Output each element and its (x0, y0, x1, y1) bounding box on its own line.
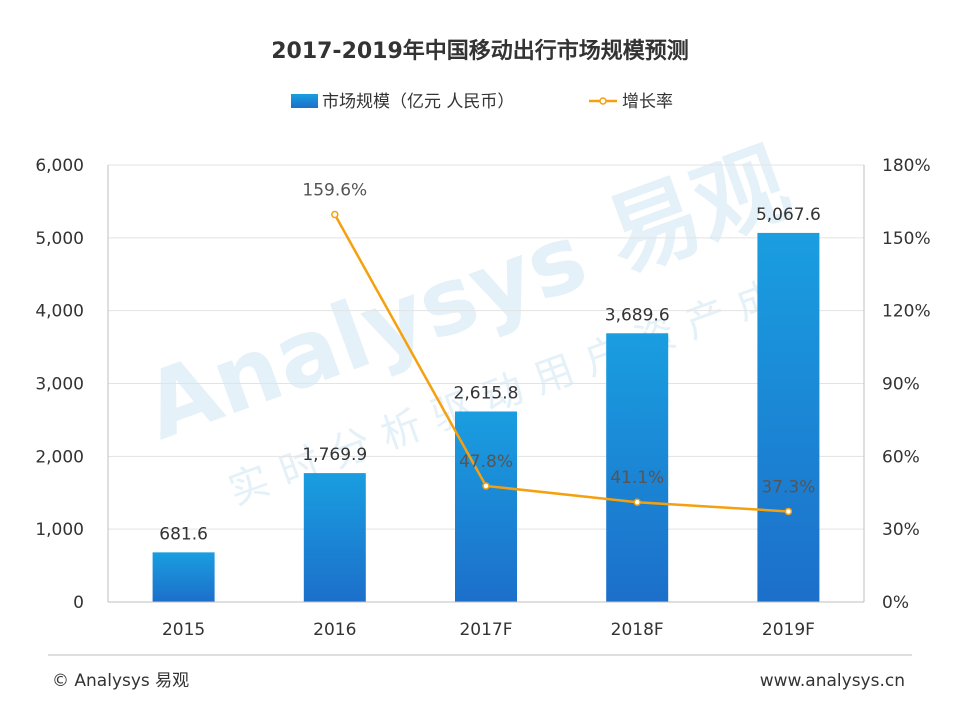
bar-value-label: 2,615.8 (454, 383, 519, 403)
growth-rate-point (784, 507, 793, 516)
x-tick-label: 2019F (762, 620, 815, 640)
y-left-tick-label: 0 (73, 593, 84, 613)
legend: 市场规模（亿元 人民币） 增长率 (291, 92, 673, 112)
bar-value-label: 5,067.6 (756, 205, 821, 225)
chart-title: 2017-2019年中国移动出行市场规模预测 (271, 38, 689, 64)
growth-rate-label: 47.8% (459, 452, 513, 472)
bar-series (152, 232, 820, 603)
axes (107, 165, 865, 603)
y-right-tick-label: 150% (882, 229, 931, 249)
bar-2018F (606, 333, 669, 602)
bar-2015 (152, 552, 215, 602)
legend-bar-swatch (291, 94, 318, 108)
bar-2017F (455, 411, 517, 602)
growth-rate-point (331, 210, 339, 219)
x-tick-label: 2017F (459, 620, 512, 640)
growth-rate-label: 159.6% (302, 181, 367, 201)
y-right-tick-label: 180% (882, 156, 931, 176)
y-left-tick-label: 4,000 (35, 302, 84, 322)
footer-copyright: © Analysys 易观 (52, 671, 189, 691)
y-right-tick-label: 90% (882, 375, 920, 395)
line-series (331, 210, 793, 516)
y-left-tick-label: 3,000 (35, 375, 84, 395)
y-left-tick-label: 1,000 (35, 520, 84, 540)
y-left-tick-label: 6,000 (35, 156, 84, 176)
y-right-tick-label: 60% (882, 447, 920, 467)
y-right-tick-label: 0% (882, 593, 909, 613)
tick-labels: 0 0% 1,000 30% 2,000 60% 3,000 90% 4,000 120% 5,00… (35, 156, 930, 640)
growth-rate-point (633, 498, 641, 506)
bar-value-label: 3,689.6 (605, 305, 670, 325)
bar-2019F (757, 232, 820, 603)
y-right-tick-label: 120% (882, 302, 931, 322)
growth-rate-label: 37.3% (761, 477, 815, 497)
legend-bar-label: 市场规模（亿元 人民币） (322, 92, 514, 112)
data-labels: 681.6 1,769.9 2,615.8 3,689.6 5,067.6 159.6% 4… (159, 181, 821, 545)
bar-value-label: 681.6 (159, 524, 208, 544)
growth-rate-label: 41.1% (610, 468, 664, 488)
x-tick-label: 2018F (611, 620, 664, 640)
y-left-tick-label: 2,000 (35, 447, 84, 467)
y-left-tick-label: 5,000 (35, 229, 84, 249)
growth-rate-point (482, 482, 490, 490)
footer-website[interactable]: www.analysys.cn (760, 671, 905, 691)
bar-value-label: 1,769.9 (302, 445, 367, 465)
x-tick-label: 2015 (162, 620, 205, 640)
legend-line-label: 增长率 (622, 92, 673, 112)
y-right-tick-label: 30% (882, 520, 920, 540)
bar-2016 (303, 473, 366, 602)
legend-line-marker (599, 97, 607, 105)
x-tick-label: 2016 (313, 620, 356, 640)
growth-rate-line (333, 213, 789, 513)
